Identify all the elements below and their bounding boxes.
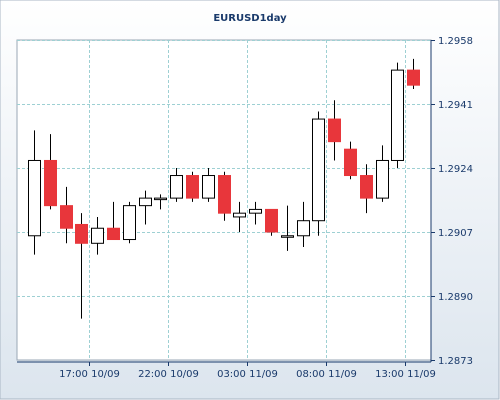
candle <box>407 58 420 89</box>
candle <box>170 168 183 202</box>
y-tick-label: 1.2941 <box>438 100 473 111</box>
candle <box>297 201 310 248</box>
candle <box>123 201 136 244</box>
candle-body-down <box>218 175 231 214</box>
candle-body-up <box>376 159 389 199</box>
axis-layer: 1.2958 1.2941 1.2924 1.2907 1.2890 1.2873 17:0… <box>17 36 473 380</box>
candle <box>44 134 57 210</box>
x-tick-label: 17:00 10/09 <box>59 369 120 380</box>
candle <box>139 190 152 225</box>
candle-body-up <box>233 212 246 218</box>
candle-body-down <box>60 205 73 229</box>
candle <box>344 141 357 180</box>
candle <box>60 186 73 244</box>
y-tick-label: 1.2873 <box>438 356 473 367</box>
candle-body-down <box>360 175 373 199</box>
candle-body-down <box>75 223 88 244</box>
candle-body-up <box>123 205 136 241</box>
candle-body-up <box>281 235 294 238</box>
candle <box>328 100 341 161</box>
candle-body-down <box>107 227 120 241</box>
x-tick-label: 13:00 11/09 <box>375 369 436 380</box>
candle-body-up <box>91 227 104 244</box>
candle-body-down <box>44 159 57 207</box>
candle <box>154 194 167 210</box>
candle <box>312 111 325 236</box>
chart-title: EURUSD1day <box>213 13 287 24</box>
x-tick-label: 03:00 11/09 <box>217 369 278 380</box>
candle <box>376 145 389 202</box>
y-tick-label: 1.2958 <box>438 36 473 47</box>
candle-body-down <box>186 175 199 199</box>
candle <box>281 205 294 251</box>
candle <box>186 171 199 202</box>
candle <box>91 216 104 255</box>
candle <box>75 213 88 319</box>
candle <box>265 208 278 236</box>
candle-body-down <box>328 118 341 143</box>
candle <box>233 201 246 232</box>
candle <box>107 201 120 241</box>
y-tick-label: 1.2890 <box>438 292 473 303</box>
x-tick-label: 22:00 10/09 <box>138 369 199 380</box>
grid-layer <box>17 40 431 360</box>
candle <box>249 201 262 225</box>
candle-body-up <box>154 197 167 201</box>
candle-body-up <box>202 175 215 199</box>
y-tick-label: 1.2924 <box>438 164 473 175</box>
y-tick-label: 1.2907 <box>438 228 473 239</box>
candle-body-up <box>249 208 262 214</box>
candle <box>202 168 215 202</box>
candle-body-up <box>139 197 152 207</box>
candle-body-up <box>312 118 325 222</box>
x-tick-label: 08:00 11/09 <box>296 369 357 380</box>
candle-layer <box>28 58 420 319</box>
candle-body-up <box>391 69 404 161</box>
candle-body-down <box>344 148 357 177</box>
candle-body-up <box>170 175 183 199</box>
candle-body-down <box>265 208 278 233</box>
candle-body-up <box>297 220 310 237</box>
candle <box>28 130 41 255</box>
candle-body-up <box>28 159 41 237</box>
candle <box>360 164 373 214</box>
candle <box>391 62 404 168</box>
candle-body-down <box>407 69 420 86</box>
candle <box>218 171 231 221</box>
